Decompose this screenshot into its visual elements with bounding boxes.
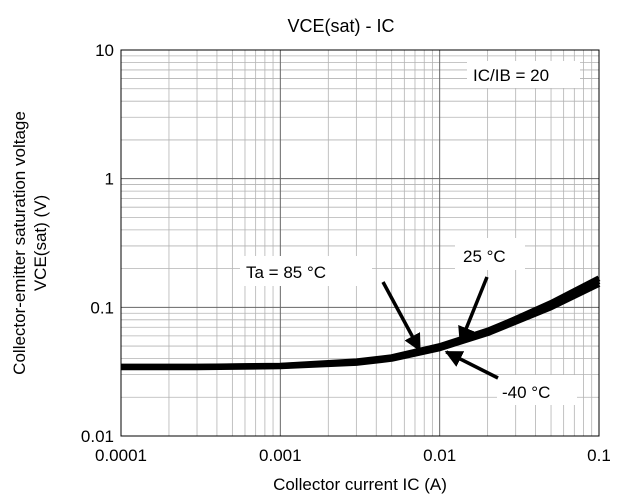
annotation-label-box <box>497 375 577 405</box>
annotation-label-box <box>240 256 372 286</box>
annotation-label: Ta = 85 °C <box>246 263 326 282</box>
x-tick-label: 0.0001 <box>95 446 147 465</box>
y-tick-label: 1 <box>105 170 114 189</box>
annotation-arrow <box>381 281 422 352</box>
condition-label: IC/IB = 20 <box>473 66 549 85</box>
plot-frame <box>120 49 600 437</box>
x-axis-label: Collector current IC (A) <box>273 475 447 494</box>
x-tick-label: 0.1 <box>587 446 611 465</box>
series-layer <box>121 275 601 371</box>
annotation-arrow <box>444 350 499 380</box>
condition-label-box <box>467 61 580 88</box>
y-axis-label-line-1: Collector-emitter saturation voltage <box>10 111 29 375</box>
annotation-label: -40 °C <box>502 383 550 402</box>
annotation-layer: Ta = 85 °C 25 °C -40 °C <box>240 238 577 405</box>
y-tick-label: 0.1 <box>90 298 114 317</box>
y-axis-label-line-2: VCE(sat) (V) <box>31 195 50 291</box>
y-tick-label: 10 <box>95 41 114 60</box>
chart-title: VCE(sat) - IC <box>287 16 394 36</box>
series-line <box>121 275 601 370</box>
series-line <box>121 278 601 370</box>
y-tick-labels: 0.01 0.1 1 10 <box>81 41 114 446</box>
series-line <box>121 281 601 371</box>
x-tick-labels: 0.0001 0.001 0.01 0.1 <box>95 446 611 465</box>
y-tick-label: 0.01 <box>81 427 114 446</box>
annotation-label: 25 °C <box>463 247 506 266</box>
annotation-label-box <box>455 238 525 270</box>
x-tick-label: 0.01 <box>423 446 456 465</box>
annotation-arrow <box>458 276 489 345</box>
x-tick-label: 0.001 <box>259 446 302 465</box>
